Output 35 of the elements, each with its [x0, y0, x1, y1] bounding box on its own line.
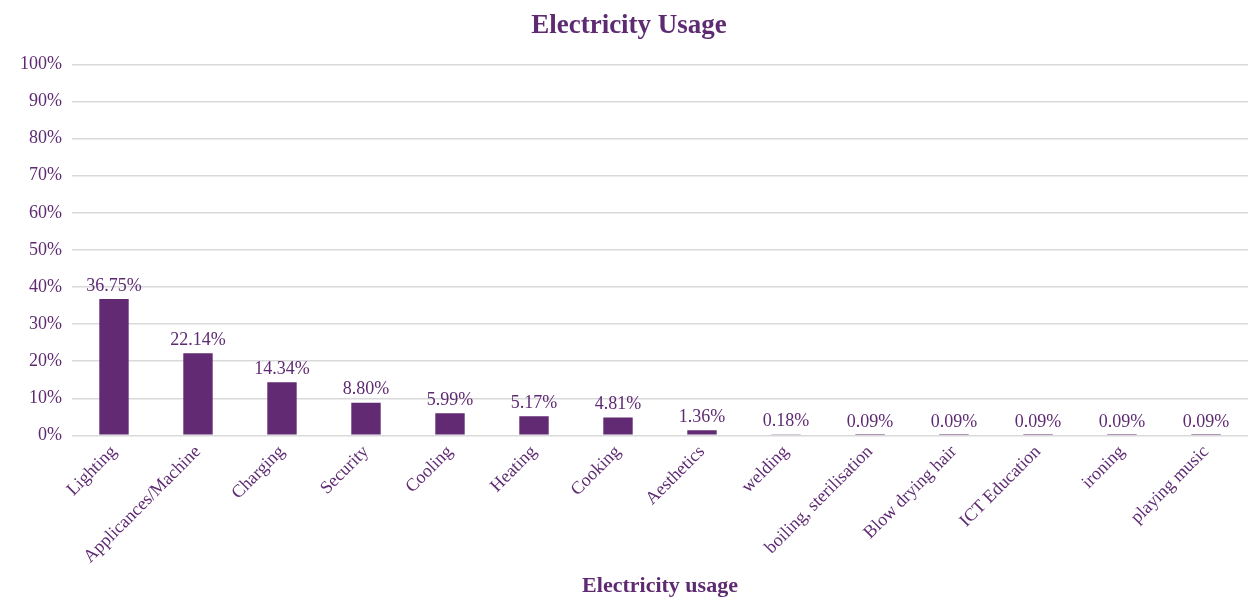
data-label: 5.17% [510, 391, 558, 412]
data-label: 0.09% [1182, 410, 1230, 431]
bar [519, 416, 549, 435]
y-tick-label: 80% [28, 127, 62, 148]
data-label: 0.09% [1014, 410, 1062, 431]
data-label: 0.09% [846, 410, 894, 431]
y-tick-label: 70% [28, 164, 62, 185]
y-tick-label: 90% [28, 90, 62, 111]
data-label: 36.75% [86, 274, 142, 295]
bar [183, 353, 213, 435]
x-axis-title: Electricity usage [582, 572, 739, 598]
y-tick-label: 60% [28, 201, 62, 222]
bar [267, 382, 297, 435]
bar [99, 299, 129, 435]
y-tick-label: 0% [37, 424, 62, 445]
data-label: 0.18% [762, 410, 810, 431]
bar [435, 413, 465, 435]
data-label: 1.36% [678, 406, 726, 427]
data-label: 14.34% [254, 357, 310, 378]
y-tick-label: 50% [28, 238, 62, 259]
y-tick-label: 30% [28, 312, 62, 333]
bar [351, 402, 381, 435]
data-label: 22.14% [170, 328, 226, 349]
data-label: 8.80% [342, 378, 390, 399]
y-tick-label: 20% [28, 349, 62, 370]
bar [687, 430, 717, 435]
chart-title: Electricity Usage [531, 9, 727, 40]
data-label: 5.99% [426, 388, 474, 409]
y-tick-label: 100% [19, 53, 62, 74]
y-tick-label: 10% [28, 386, 62, 407]
data-label: 4.81% [594, 393, 642, 414]
y-tick-label: 40% [28, 275, 62, 296]
data-label: 0.09% [930, 410, 978, 431]
data-label: 0.09% [1098, 410, 1146, 431]
bar [603, 417, 633, 435]
